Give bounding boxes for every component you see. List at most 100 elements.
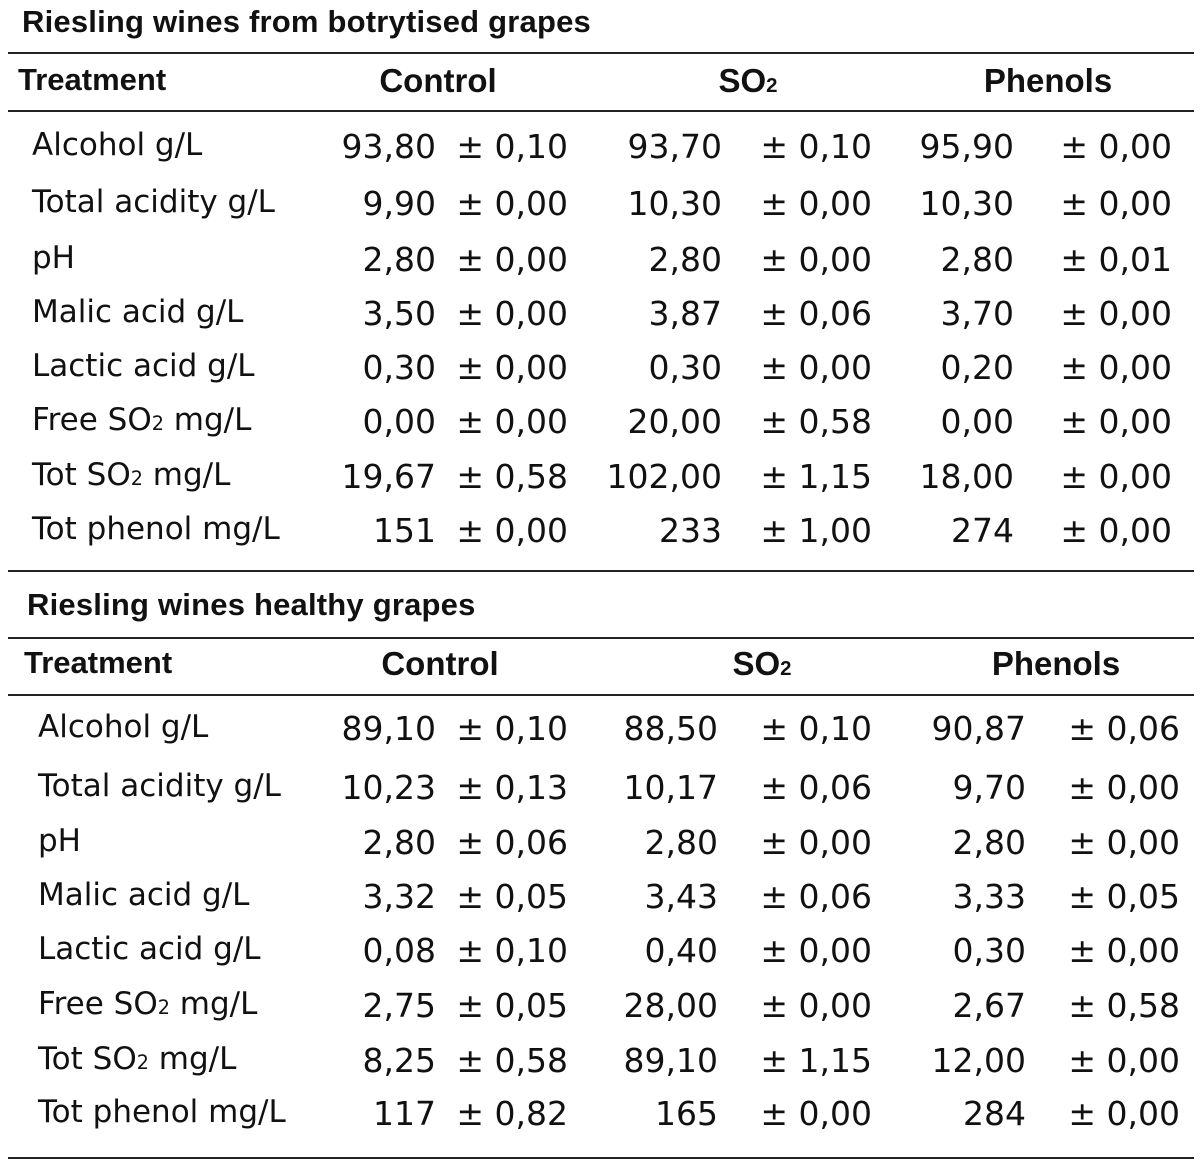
control-value: 2,75 xyxy=(362,986,436,1025)
control-sd: ± 0,58 xyxy=(456,1041,568,1080)
table-row: Lactic acid g/L 0,30 ± 0,00 0,30 ± 0,00 0,20 ±… xyxy=(0,348,1200,402)
control-value: 2,80 xyxy=(362,240,436,279)
phenols-sd: ± 0,00 xyxy=(1060,511,1172,550)
so2-sd: ± 0,58 xyxy=(760,402,872,441)
control-value: 93,80 xyxy=(341,127,436,166)
row-label-text: Lactic acid g/L xyxy=(38,931,261,967)
row-label-text: pH xyxy=(38,823,81,859)
row-label-subscript: 2 xyxy=(157,996,170,1019)
header-phenols: Phenols xyxy=(991,645,1121,682)
phenols-value: 2,80 xyxy=(940,240,1014,279)
phenols-value: 18,00 xyxy=(919,457,1014,496)
row-label: Alcohol g/L xyxy=(38,709,208,745)
header-so2-sub: 2 xyxy=(766,74,778,97)
header-so2: SO2 xyxy=(732,645,791,683)
phenols-value: 2,80 xyxy=(952,823,1026,862)
control-sd: ± 0,13 xyxy=(456,768,568,807)
table-row: pH 2,80 ± 0,06 2,80 ± 0,00 2,80 ± 0,00 xyxy=(0,823,1200,877)
header-so2-sub: 2 xyxy=(780,657,792,680)
so2-sd: ± 0,00 xyxy=(760,1094,872,1133)
row-label-text: Total acidity g/L xyxy=(32,184,275,220)
control-sd: ± 0,00 xyxy=(456,348,568,387)
phenols-value: 3,70 xyxy=(940,294,1014,333)
phenols-sd: ± 0,00 xyxy=(1060,402,1172,441)
table-row: Malic acid g/L 3,50 ± 0,00 3,87 ± 0,06 3,70 ± … xyxy=(0,294,1200,348)
control-sd: ± 0,05 xyxy=(456,986,568,1025)
control-sd: ± 0,00 xyxy=(456,184,568,223)
so2-value: 102,00 xyxy=(606,457,722,496)
row-label-unit: mg/L xyxy=(142,457,231,493)
phenols-sd: ± 0,05 xyxy=(1068,877,1180,916)
phenols-value: 284 xyxy=(963,1094,1026,1133)
header-treatment: Treatment xyxy=(18,62,167,97)
control-value: 10,23 xyxy=(341,768,436,807)
phenols-sd: ± 0,01 xyxy=(1060,240,1172,279)
control-sd: ± 0,82 xyxy=(456,1094,568,1133)
row-label-text: Alcohol g/L xyxy=(38,709,209,745)
row-label-text: Total acidity g/L xyxy=(38,768,281,804)
phenols-sd: ± 0,00 xyxy=(1068,1094,1180,1133)
control-value: 0,30 xyxy=(362,348,436,387)
row-label: Alcohol g/L xyxy=(32,127,202,163)
phenols-value: 0,20 xyxy=(940,348,1014,387)
so2-sd: ± 0,10 xyxy=(760,709,872,748)
row-label-text: Tot phenol mg/L xyxy=(38,1094,286,1130)
so2-sd: ± 1,00 xyxy=(760,511,872,550)
header-treatment: Treatment xyxy=(24,645,173,680)
phenols-sd: ± 0,58 xyxy=(1068,986,1180,1025)
row-label: Tot SO2 mg/L xyxy=(32,457,230,493)
bottom-rule xyxy=(8,570,1194,572)
row-label-text: Free SO xyxy=(32,402,152,438)
table-row: Free SO2 mg/L 2,75 ± 0,05 28,00 ± 0,00 2,67 ± … xyxy=(0,986,1200,1040)
so2-value: 10,17 xyxy=(623,768,718,807)
so2-value: 93,70 xyxy=(627,127,722,166)
so2-value: 3,43 xyxy=(644,877,718,916)
row-label-unit: mg/L xyxy=(169,986,258,1022)
so2-value: 0,30 xyxy=(648,348,722,387)
control-sd: ± 0,00 xyxy=(456,294,568,333)
so2-sd: ± 1,15 xyxy=(760,1041,872,1080)
phenols-sd: ± 0,00 xyxy=(1060,348,1172,387)
phenols-value: 9,70 xyxy=(952,768,1026,807)
table-row: Malic acid g/L 3,32 ± 0,05 3,43 ± 0,06 3,33 ± … xyxy=(0,877,1200,931)
so2-value: 165 xyxy=(655,1094,718,1133)
row-label-text: Tot SO xyxy=(38,1041,137,1077)
row-label: Total acidity g/L xyxy=(38,768,281,804)
header-so2-main: SO xyxy=(718,62,767,99)
so2-sd: ± 0,10 xyxy=(760,127,872,166)
control-value: 19,67 xyxy=(341,457,436,496)
so2-sd: ± 0,00 xyxy=(760,184,872,223)
header-so2: SO2 xyxy=(718,62,777,100)
so2-value: 2,80 xyxy=(644,823,718,862)
row-label: Free SO2 mg/L xyxy=(38,986,257,1022)
row-label: pH xyxy=(38,823,81,859)
so2-value: 89,10 xyxy=(623,1041,718,1080)
phenols-sd: ± 0,00 xyxy=(1068,823,1180,862)
control-sd: ± 0,10 xyxy=(456,931,568,970)
control-sd: ± 0,06 xyxy=(456,823,568,862)
phenols-value: 0,00 xyxy=(940,402,1014,441)
control-sd: ± 0,10 xyxy=(456,709,568,748)
phenols-value: 2,67 xyxy=(952,986,1026,1025)
row-label: Lactic acid g/L xyxy=(32,348,255,384)
phenols-sd: ± 0,00 xyxy=(1060,184,1172,223)
phenols-sd: ± 0,00 xyxy=(1068,931,1180,970)
table-row: Total acidity g/L 9,90 ± 0,00 10,30 ± 0,00 10… xyxy=(0,184,1200,238)
so2-sd: ± 0,06 xyxy=(760,294,872,333)
phenols-value: 274 xyxy=(951,511,1014,550)
row-label-text: Tot phenol mg/L xyxy=(32,511,280,547)
bottom-rule xyxy=(8,1157,1194,1159)
row-label: Free SO2 mg/L xyxy=(32,402,251,438)
so2-value: 3,87 xyxy=(648,294,722,333)
control-sd: ± 0,05 xyxy=(456,877,568,916)
table-title: Riesling wines healthy grapes xyxy=(27,587,476,622)
row-label: pH xyxy=(32,240,75,276)
header-so2-main: SO xyxy=(732,645,781,682)
table-row: Total acidity g/L 10,23 ± 0,13 10,17 ± 0,06 9… xyxy=(0,768,1200,822)
row-label: Tot phenol mg/L xyxy=(32,511,280,547)
table-title: Riesling wines from botrytised grapes xyxy=(22,4,591,39)
row-label-text: Free SO xyxy=(38,986,158,1022)
so2-value: 233 xyxy=(659,511,722,550)
header-rule xyxy=(8,694,1194,696)
phenols-value: 3,33 xyxy=(952,877,1026,916)
